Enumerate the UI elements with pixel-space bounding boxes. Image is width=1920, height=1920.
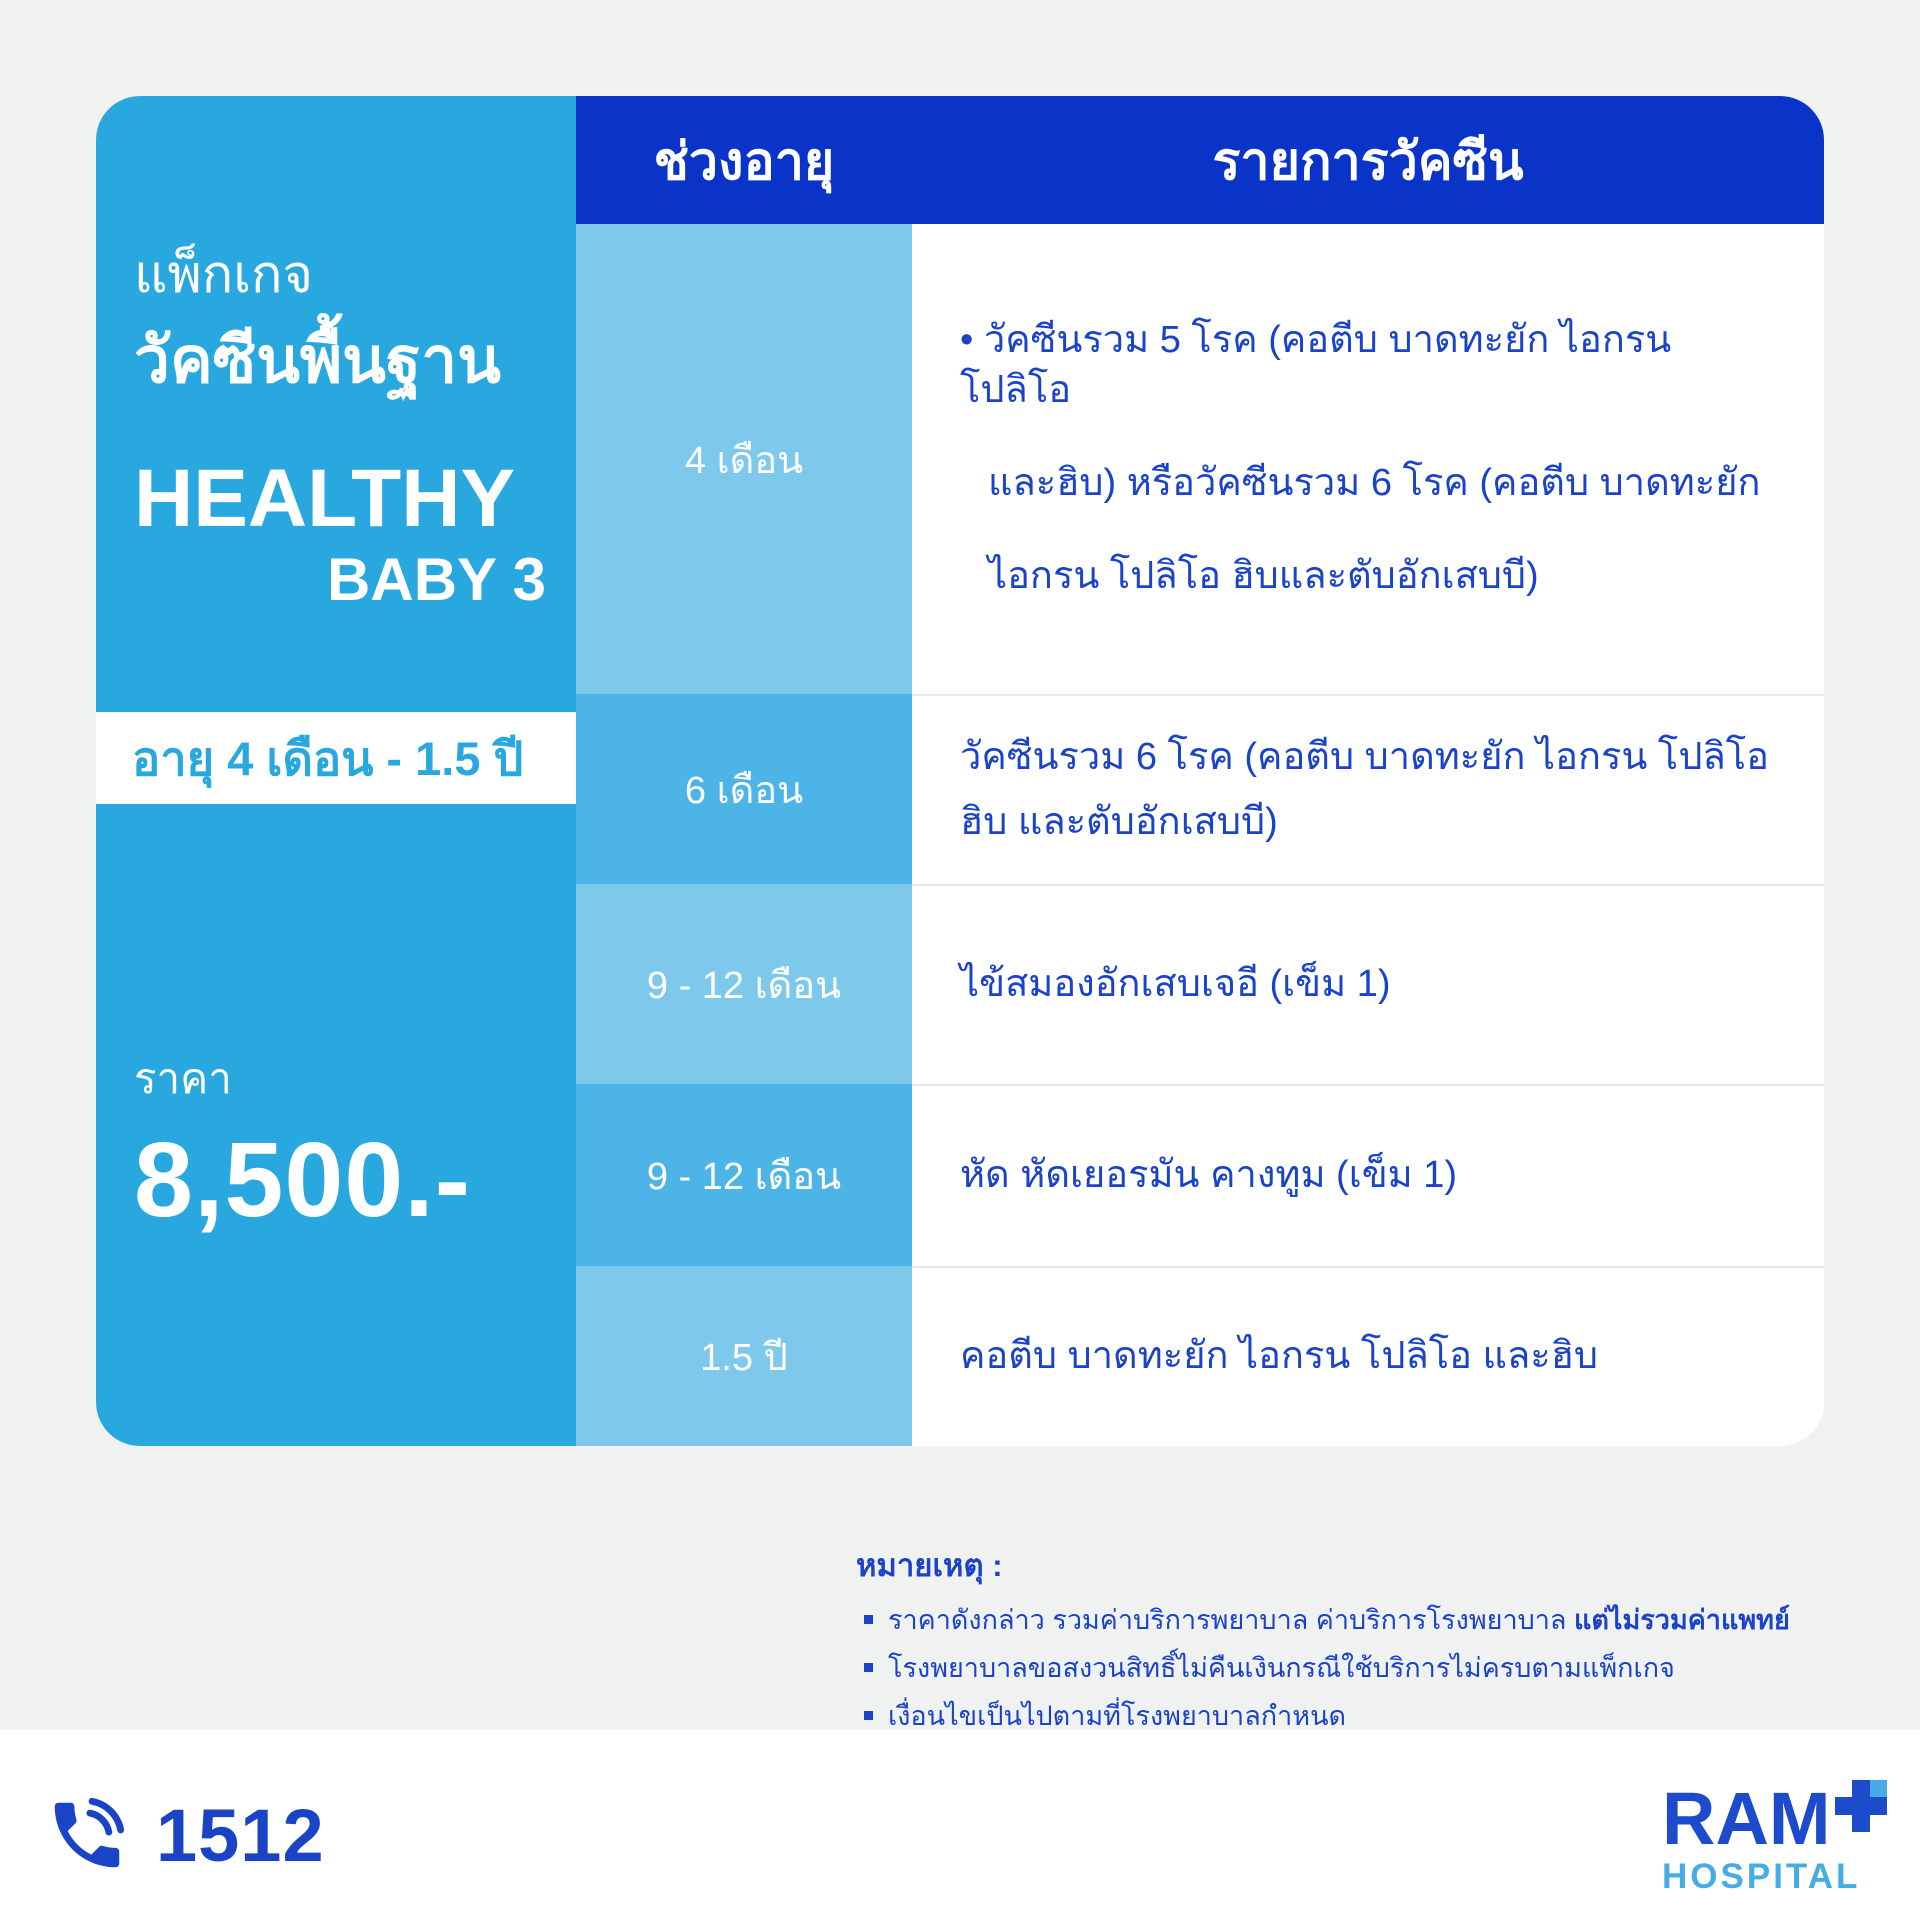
vaccine-cell: วัคซีนรวม 6 โรค (คอตีบ บาดทะยัก ไอกรน โป… (912, 694, 1824, 884)
vaccine-line: วัคซีนรวม 6 โรค (คอตีบ บาดทะยัก ไอกรน โป… (960, 735, 1769, 778)
age-range-banner: อายุ 4 เดือน - 1.5 ปี (96, 712, 576, 804)
bullet-icon (864, 1615, 873, 1624)
bullet-icon (864, 1663, 873, 1673)
age-range-text: อายุ 4 เดือน - 1.5 ปี (132, 731, 524, 785)
plus-cross-icon (1834, 1780, 1887, 1832)
package-title-english-line2: BABY 3 (327, 546, 546, 614)
price-label: ราคา (134, 1055, 232, 1102)
note-item: โรงพยาบาลขอสงวนสิทธิ์ไม่คืนเงินกรณีใช้บร… (856, 1651, 1790, 1686)
package-prefix: แพ็กเกจ (134, 246, 314, 304)
vaccine-cell: หัด หัดเยอรมัน คางทูม (เข็ม 1) (912, 1084, 1824, 1266)
table-row: 6 เดือน วัคซีนรวม 6 โรค (คอตีบ บาดทะยัก … (576, 694, 1824, 884)
vaccine-cell: • วัคซีนรวม 5 โรค (คอตีบ บาดทะยัก ไอกรน … (912, 224, 1824, 694)
phone-number: 1512 (156, 1793, 325, 1877)
note-item: ราคาดังกล่าว รวมค่าบริการพยาบาล ค่าบริกา… (856, 1603, 1790, 1638)
age-cell: 1.5 ปี (576, 1266, 912, 1446)
phone-icon (54, 1797, 125, 1868)
vaccine-line: ไข้สมองอักเสบเจอี (เข็ม 1) (960, 963, 1391, 1006)
table-header-age: ช่วงอายุ (653, 132, 835, 191)
package-card: แพ็กเกจ วัคซีนพื้นฐาน HEALTHY BABY 3 อาย… (96, 96, 1824, 1446)
vaccine-line: • วัคซีนรวม 5 โรค (คอตีบ บาดทะยัก ไอกรน … (960, 319, 1672, 411)
age-cell: 4 เดือน (576, 224, 912, 694)
phone-contact: 1512 (44, 1792, 325, 1878)
table-row: 1.5 ปี คอตีบ บาดทะยัก ไอกรน โปลิโอ และฮิ… (576, 1266, 1824, 1446)
table-header: ช่วงอายุ รายการวัคซีน (576, 96, 1824, 224)
age-cell: 6 เดือน (576, 694, 912, 884)
age-cell: 9 - 12 เดือน (576, 1084, 912, 1266)
note-item: เงื่อนไขเป็นไปตามที่โรงพยาบาลกำหนด (856, 1699, 1790, 1734)
vaccine-cell: คอตีบ บาดทะยัก ไอกรน โปลิโอ และฮิบ (912, 1266, 1824, 1446)
age-cell: 9 - 12 เดือน (576, 884, 912, 1084)
vaccine-table: ช่วงอายุ รายการวัคซีน 4 เดือน • วัคซีนรว… (576, 96, 1824, 1446)
package-info-panel: แพ็กเกจ วัคซีนพื้นฐาน HEALTHY BABY 3 อาย… (96, 96, 576, 1446)
table-row: 4 เดือน • วัคซีนรวม 5 โรค (คอตีบ บาดทะยั… (576, 224, 1824, 694)
package-title-english-line1: HEALTHY (134, 453, 516, 545)
vaccine-line: ไอกรน โปลิโอ ฮิบและตับอักเสบบี) (988, 555, 1539, 598)
note-text: ราคาดังกล่าว รวมค่าบริการพยาบาล ค่าบริกา… (888, 1605, 1790, 1635)
table-row: 9 - 12 เดือน หัด หัดเยอรมัน คางทูม (เข็ม… (576, 1084, 1824, 1266)
table-header-vaccines: รายการวัคซีน (1212, 132, 1524, 191)
vaccine-line: คอตีบ บาดทะยัก ไอกรน โปลิโอ และฮิบ (960, 1335, 1599, 1378)
package-title-thai: วัคซีนพื้นฐาน (134, 324, 501, 397)
vaccine-cell: ไข้สมองอักเสบเจอี (เข็ม 1) (912, 884, 1824, 1084)
notes-section: หมายเหตุ : ราคาดังกล่าว รวมค่าบริการพยาบ… (856, 1540, 1790, 1734)
note-text: โรงพยาบาลขอสงวนสิทธิ์ไม่คืนเงินกรณีใช้บร… (888, 1653, 1675, 1684)
vaccine-line: และฮิบ) หรือวัคซีนรวม 6 โรค (คอตีบ บาดทะ… (988, 462, 1761, 504)
price-block: ราคา 8,500.- (134, 1046, 471, 1241)
footer-band (0, 1730, 1920, 1920)
notes-title: หมายเหตุ : (856, 1548, 1003, 1583)
logo-main-text: RAM (1662, 1777, 1831, 1860)
package-title-block: แพ็กเกจ วัคซีนพื้นฐาน HEALTHY BABY 3 (96, 96, 576, 610)
bullet-icon (864, 1711, 873, 1721)
price-value: 8,500.- (134, 1121, 472, 1239)
note-text: เงื่อนไขเป็นไปตามที่โรงพยาบาลกำหนด (888, 1701, 1347, 1732)
vaccine-line: หัด หัดเยอรมัน คางทูม (เข็ม 1) (960, 1154, 1458, 1197)
table-row: 9 - 12 เดือน ไข้สมองอักเสบเจอี (เข็ม 1) (576, 884, 1824, 1084)
ram-hospital-logo: RAM HOSPITAL (1662, 1777, 1887, 1897)
logo-wordmark: RAM (1662, 1777, 1887, 1860)
vaccine-line: ฮิบ และตับอักเสบบี) (960, 801, 1278, 843)
logo-sub-text: HOSPITAL (1662, 1856, 1861, 1896)
